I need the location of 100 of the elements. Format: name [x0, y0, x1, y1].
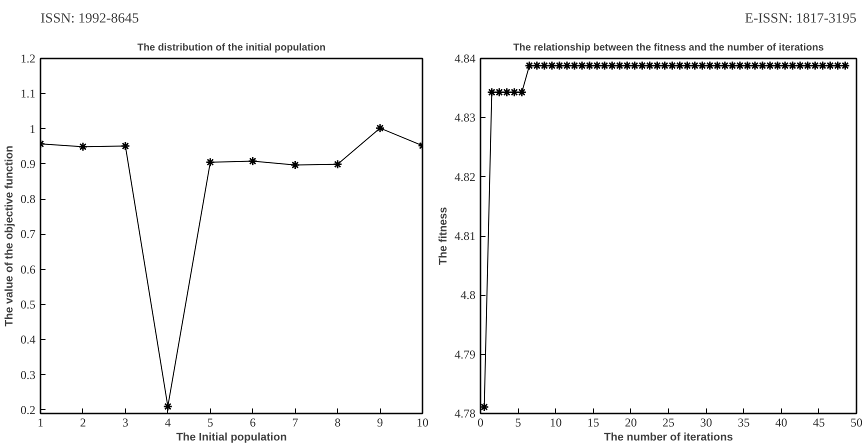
- y-tick-label: 4.84: [454, 52, 476, 66]
- y-tick-label: 0.8: [20, 192, 36, 206]
- point: [765, 60, 775, 70]
- point: [554, 60, 564, 70]
- point: [630, 60, 640, 70]
- y-tick-label: 0.4: [20, 332, 36, 347]
- x-tick-label: 10: [550, 416, 562, 430]
- point: [570, 60, 580, 70]
- point: [600, 60, 610, 70]
- point: [818, 60, 828, 70]
- y-tick-label: 4.8: [460, 288, 476, 302]
- point: [637, 60, 647, 70]
- point: [832, 60, 842, 70]
- x-tick-label: 50: [850, 416, 862, 430]
- y-tick-label: 1.1: [20, 86, 36, 101]
- point: [577, 60, 587, 70]
- point: [742, 60, 752, 70]
- point: [698, 60, 708, 70]
- point: [614, 60, 624, 70]
- point: [517, 87, 527, 97]
- y-tick-label: 4.81: [454, 229, 476, 243]
- point: [290, 160, 300, 170]
- point: [780, 60, 790, 70]
- point: [592, 60, 602, 70]
- y-axis-title: The value of the objective function: [4, 145, 16, 326]
- point: [758, 60, 768, 70]
- text: E-ISSN: 1817-3195: [744, 12, 857, 26]
- point: [802, 60, 812, 70]
- point: [480, 402, 490, 412]
- x-tick-label: 25: [662, 416, 674, 430]
- x-tick-label: 4: [164, 416, 171, 430]
- point: [675, 60, 685, 70]
- x-tick-label: 30: [700, 416, 712, 430]
- point: [705, 60, 715, 70]
- y-tick-label: 1: [30, 122, 36, 136]
- point: [712, 60, 722, 70]
- x-tick-label: 10: [416, 416, 428, 430]
- x-axis-title: The number of iterations: [604, 432, 733, 444]
- point: [682, 60, 692, 70]
- y-tick-label: 0.7: [20, 227, 36, 242]
- x-tick-label: 2: [80, 416, 86, 430]
- point: [248, 156, 258, 166]
- x-tick-label: 40: [775, 416, 788, 430]
- chart-title: The distribution of the initial population: [137, 42, 326, 54]
- point: [532, 60, 542, 70]
- point: [840, 60, 850, 70]
- y-tick-label: 4.82: [454, 170, 476, 184]
- point: [510, 87, 520, 97]
- y-tick-label: 0.5: [20, 298, 36, 312]
- y-tick-label: 0.6: [20, 262, 36, 276]
- x-tick-label: 35: [738, 416, 750, 430]
- point: [502, 87, 512, 97]
- point: [584, 60, 594, 70]
- point: [540, 60, 550, 70]
- point: [795, 60, 805, 70]
- x-tick-label: 9: [377, 416, 384, 430]
- point: [524, 60, 534, 70]
- y-tick-label: 0.2: [20, 402, 36, 417]
- point: [690, 60, 700, 70]
- point: [206, 157, 216, 167]
- y-axis-title: The fitness: [438, 206, 450, 266]
- point: [668, 60, 678, 70]
- point: [810, 60, 820, 70]
- y-tick-label: 1.2: [20, 52, 36, 66]
- y-tick-label: 4.79: [454, 347, 476, 362]
- x-tick-label: 7: [292, 416, 298, 430]
- point: [607, 60, 617, 70]
- point: [735, 60, 745, 70]
- point: [825, 60, 835, 70]
- x-tick-label: 5: [207, 416, 214, 430]
- point: [728, 60, 738, 70]
- point: [622, 60, 632, 70]
- point: [332, 160, 342, 170]
- point: [562, 60, 572, 70]
- x-tick-label: 3: [122, 416, 128, 430]
- point: [494, 87, 504, 97]
- point: [772, 60, 782, 70]
- point: [375, 123, 385, 133]
- x-tick-label: 6: [250, 416, 256, 430]
- x-tick-label: 0: [478, 416, 484, 430]
- point: [720, 60, 730, 70]
- text: ISSN: 1992-8645: [40, 12, 139, 26]
- point: [487, 87, 497, 97]
- y-tick-label: 4.78: [454, 406, 476, 420]
- y-tick-label: 0.3: [20, 368, 36, 382]
- x-tick-label: 8: [334, 416, 341, 430]
- point: [78, 142, 88, 152]
- x-axis-title: The Initial population: [176, 432, 288, 444]
- x-tick-label: 20: [624, 416, 637, 430]
- point: [163, 402, 173, 412]
- chart-title: The relationship between the fitness and the number of iterations: [513, 42, 824, 54]
- point: [644, 60, 654, 70]
- point: [547, 60, 557, 70]
- point: [750, 60, 760, 70]
- point: [660, 60, 670, 70]
- point: [120, 141, 130, 151]
- y-tick-label: 4.83: [454, 110, 476, 125]
- x-tick-label: 15: [587, 416, 600, 430]
- point: [788, 60, 798, 70]
- x-tick-label: 45: [812, 416, 825, 430]
